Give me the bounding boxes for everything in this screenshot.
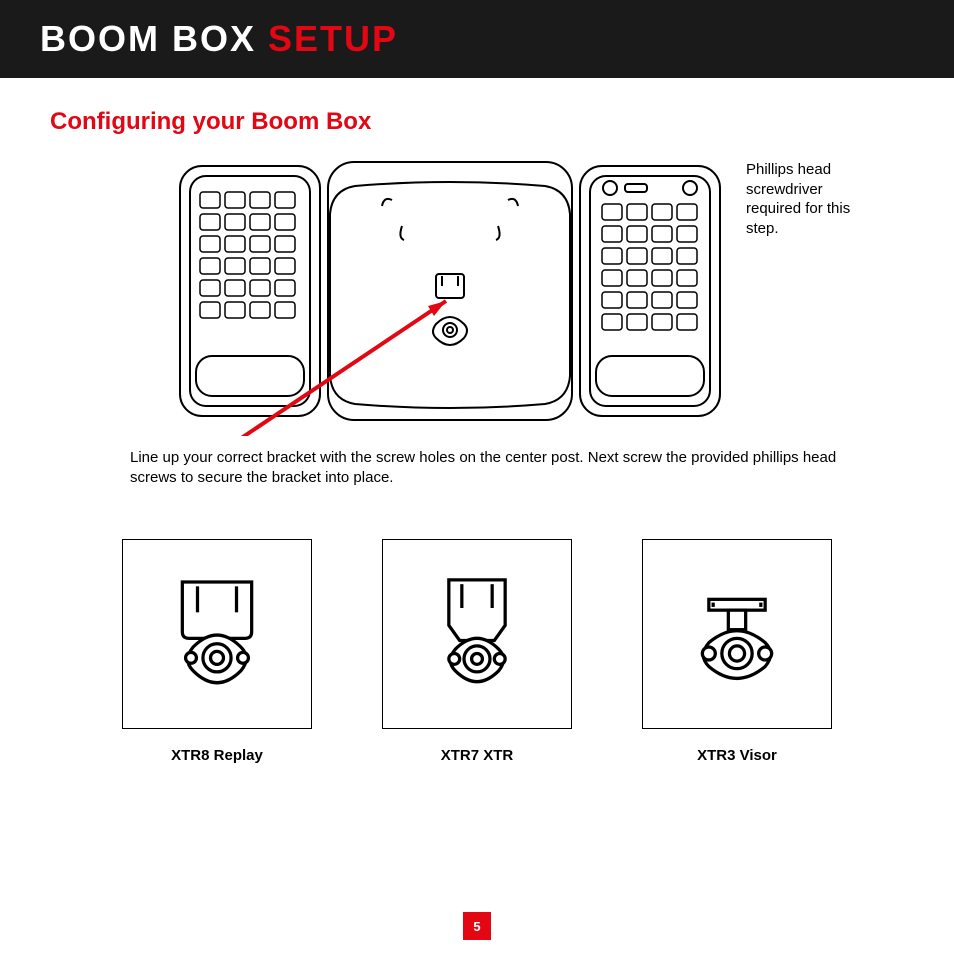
side-note: Phillips head screwdriver required for t…	[746, 160, 876, 238]
bracket-diagram-xtr7	[382, 539, 572, 729]
bracket-cell-xtr3: XTR3 Visor	[642, 539, 832, 764]
bracket-cell-xtr7: XTR7 XTR	[382, 539, 572, 764]
bracket-row: XTR8 Replay XTR7 XTR	[50, 539, 904, 764]
bracket-cell-xtr8: XTR8 Replay	[122, 539, 312, 764]
title-part-2: SETUP	[268, 18, 398, 59]
bracket-label-xtr7: XTR7 XTR	[382, 747, 572, 764]
page-number: 5	[463, 912, 491, 940]
bracket-diagram-xtr8	[122, 539, 312, 729]
main-figure-row: Phillips head screwdriver required for t…	[170, 156, 904, 436]
bracket-label-xtr8: XTR8 Replay	[122, 747, 312, 764]
bracket-label-xtr3: XTR3 Visor	[642, 747, 832, 764]
title-part-1: BOOM BOX	[40, 18, 268, 59]
section-heading: Configuring your Boom Box	[50, 108, 904, 136]
boombox-diagram	[170, 156, 730, 436]
header-bar: BOOM BOX SETUP	[0, 0, 954, 78]
content-area: Configuring your Boom Box	[0, 78, 954, 764]
instruction-text: Line up your correct bracket with the sc…	[130, 448, 850, 489]
bracket-diagram-xtr3	[642, 539, 832, 729]
page-title: BOOM BOX SETUP	[40, 18, 914, 60]
